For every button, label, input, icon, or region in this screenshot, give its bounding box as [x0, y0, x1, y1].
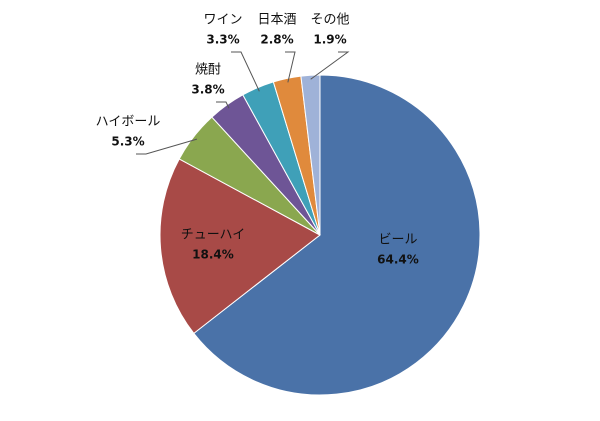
- pie-slice: [300, 74, 321, 236]
- slice-value-label: 3.3%: [206, 33, 239, 47]
- leader-line: [216, 101, 230, 109]
- slice-name: 焼酎: [195, 63, 221, 78]
- leader-line: [136, 138, 198, 155]
- slice-name: ハイボール: [96, 115, 161, 130]
- slice-name: ビール: [378, 233, 417, 248]
- leader-line: [285, 51, 296, 83]
- leader-line: [231, 51, 260, 92]
- slice-name: チューハイ: [181, 228, 245, 243]
- leader-line: [310, 51, 350, 80]
- pie-slice: [159, 158, 321, 335]
- slice-name: その他: [310, 13, 349, 28]
- slice-value-label: 64.4%: [377, 253, 419, 267]
- slice-value-label: 1.9%: [313, 33, 346, 47]
- slice-name: 日本酒: [257, 13, 296, 28]
- slice-value-label: 3.8%: [191, 83, 224, 97]
- slice-name: ワイン: [203, 13, 242, 28]
- slice-value-label: 2.8%: [260, 33, 293, 47]
- pie-slice: [193, 74, 481, 396]
- slice-value-label: 5.3%: [111, 135, 144, 149]
- slice-value-label: 18.4%: [192, 248, 234, 262]
